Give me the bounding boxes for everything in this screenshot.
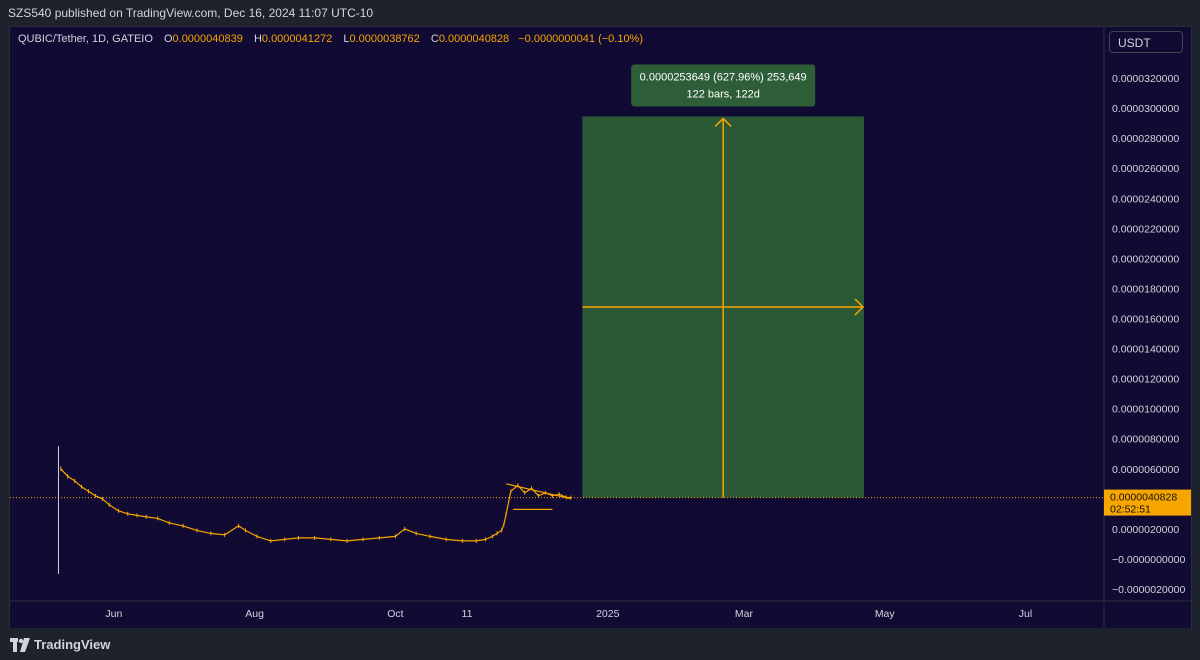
last-price-label: 0.0000040828 bbox=[1110, 492, 1177, 504]
y-tick-label: 0.0000320000 bbox=[1112, 73, 1179, 85]
y-tick-label: 0.0000300000 bbox=[1112, 103, 1179, 115]
x-tick-label: Mar bbox=[735, 608, 754, 620]
y-tick-label: 0.0000100000 bbox=[1112, 404, 1179, 416]
currency-button[interactable]: USDT bbox=[1109, 31, 1183, 53]
footer: TradingView bbox=[0, 628, 1200, 660]
open-value: 0.0000040839 bbox=[172, 33, 243, 45]
x-tick-label: Oct bbox=[387, 608, 403, 620]
tradingview-logo-icon bbox=[10, 638, 30, 652]
y-tick-label: 0.0000080000 bbox=[1112, 434, 1179, 446]
x-tick-label: Jul bbox=[1019, 608, 1032, 620]
brand-name: TradingView bbox=[34, 637, 111, 652]
chart-svg[interactable]: 0.0000253649 (627.96%) 253,649 122 bars, … bbox=[10, 27, 1191, 629]
y-tick-label: 0.0000280000 bbox=[1112, 133, 1179, 145]
y-tick-label: 0.0000260000 bbox=[1112, 163, 1179, 175]
low-label: L bbox=[343, 33, 350, 45]
low-value: 0.0000038762 bbox=[349, 33, 420, 45]
price-series-line bbox=[60, 468, 571, 542]
y-tick-label: −0.0000020000 bbox=[1112, 584, 1185, 596]
tradingview-logo[interactable]: TradingView bbox=[10, 637, 110, 652]
y-tick-label: 0.0000240000 bbox=[1112, 193, 1179, 205]
y-tick-label: 0.0000140000 bbox=[1112, 344, 1179, 356]
change-value: −0.0000000041 (−0.10%) bbox=[518, 33, 644, 45]
x-tick-label: Aug bbox=[245, 608, 264, 620]
y-tick-label: 0.0000120000 bbox=[1112, 374, 1179, 386]
last-price-tag bbox=[1104, 489, 1191, 516]
projection-price-range: 0.0000253649 (627.96%) 253,649 bbox=[640, 71, 807, 83]
open-label: O bbox=[163, 33, 173, 45]
x-tick-label: 11 bbox=[462, 608, 473, 620]
x-tick-label: May bbox=[875, 608, 896, 620]
high-value: 0.0000041272 bbox=[261, 33, 333, 45]
y-tick-label: −0.0000000000 bbox=[1112, 554, 1185, 566]
ohlc-legend: QUBIC/Tether, 1D, GATEIO O0.0000040839 H… bbox=[18, 33, 643, 45]
y-tick-label: 0.0000220000 bbox=[1112, 223, 1179, 235]
symbol-label[interactable]: QUBIC/Tether, 1D, GATEIO bbox=[18, 33, 153, 45]
y-tick-label: 0.0000160000 bbox=[1112, 314, 1179, 326]
y-tick-label: 0.0000180000 bbox=[1112, 283, 1179, 295]
y-tick-label: 0.0000200000 bbox=[1112, 253, 1179, 265]
publish-bar: SZS540 published on TradingView.com, Dec… bbox=[0, 0, 1200, 26]
x-tick-label: Jun bbox=[105, 608, 122, 620]
projection-up-arrowhead bbox=[714, 117, 732, 127]
projection-right-arrowhead bbox=[854, 298, 865, 316]
projection-label-box bbox=[631, 64, 816, 107]
y-tick-label: 0.0000060000 bbox=[1112, 464, 1179, 476]
publish-info: SZS540 published on TradingView.com, Dec… bbox=[8, 6, 374, 20]
chart-frame[interactable]: 0.0000253649 (627.96%) 253,649 122 bars, … bbox=[9, 26, 1192, 630]
projection-bars-count: 122 bars, 122d bbox=[686, 88, 759, 100]
close-value: 0.0000040828 bbox=[438, 33, 510, 45]
high-label: H bbox=[253, 33, 262, 45]
x-tick-label: 2025 bbox=[596, 608, 620, 620]
y-tick-label: 0.0000020000 bbox=[1112, 524, 1179, 536]
bar-countdown-label: 02:52:51 bbox=[1110, 504, 1151, 516]
triangle-upper-line bbox=[506, 483, 571, 500]
close-label: C bbox=[430, 33, 439, 45]
